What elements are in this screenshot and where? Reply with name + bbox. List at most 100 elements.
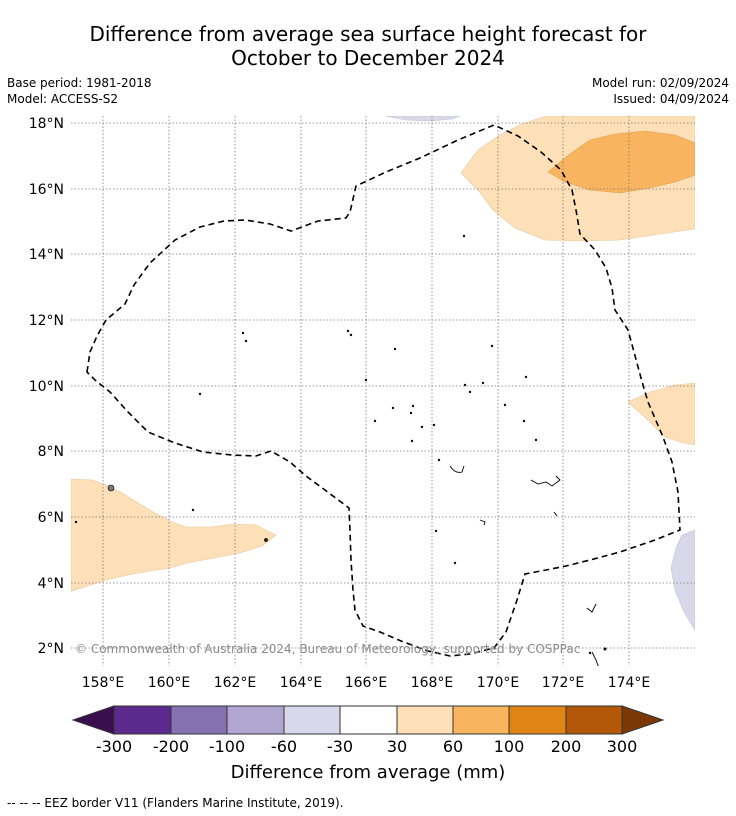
x-tick-label: 160°E xyxy=(148,675,191,691)
anomaly-positive-north-core xyxy=(547,130,695,194)
map-title: Difference from average sea surface heig… xyxy=(0,22,736,70)
anomaly-positive-east xyxy=(627,382,695,446)
atolls xyxy=(449,465,599,666)
island-speck xyxy=(191,508,195,512)
atoll xyxy=(479,519,486,526)
title-line-2: October to December 2024 xyxy=(231,46,505,70)
eez-border xyxy=(86,124,681,657)
copyright-notice: © Commonwealth of Australia 2024, Bureau… xyxy=(75,642,580,656)
x-tick-label: 162°E xyxy=(214,675,257,691)
island-speck xyxy=(373,419,377,423)
y-tick-label: 4°N xyxy=(38,576,64,592)
x-tick-label: 164°E xyxy=(280,675,323,691)
colorbar-tick-label: -300 xyxy=(96,737,132,756)
x-tick-label: 172°E xyxy=(542,675,585,691)
island-speck xyxy=(364,378,368,382)
island-speck xyxy=(432,423,436,427)
x-axis-labels: 158°E 160°E 162°E 164°E 166°E 168°E 170°… xyxy=(82,675,651,691)
meta-left: Base period: 1981-2018 Model: ACCESS-S2 xyxy=(7,75,152,107)
model-name: Model: ACCESS-S2 xyxy=(7,92,119,106)
x-tick-label: 158°E xyxy=(82,675,125,691)
island-speck xyxy=(437,458,441,462)
island-speck xyxy=(453,561,457,565)
island-speck xyxy=(74,520,78,524)
atoll xyxy=(449,465,465,473)
colorbar-title: Difference from average (mm) xyxy=(231,762,506,783)
legend-footnote: -- -- -- EEZ border V11 (Flanders Marine… xyxy=(7,796,344,810)
atoll xyxy=(586,603,597,613)
island-speck xyxy=(524,375,528,379)
island-speck xyxy=(534,438,538,442)
y-tick-label: 8°N xyxy=(38,444,64,460)
island-speck xyxy=(393,347,397,351)
colorbar-segment xyxy=(226,705,285,735)
island-speck xyxy=(588,651,592,655)
island-speck xyxy=(503,403,507,407)
colorbar xyxy=(71,705,665,735)
atoll xyxy=(530,475,561,487)
colorbar-segment xyxy=(565,705,623,735)
island-speck xyxy=(264,538,268,542)
gridlines xyxy=(71,116,695,666)
anomaly-positive-west xyxy=(71,478,277,592)
colorbar-tick-label: 100 xyxy=(494,737,525,756)
y-tick-label: 14°N xyxy=(29,247,64,263)
island-speck xyxy=(603,647,607,651)
colorbar-tick-label: 30 xyxy=(387,737,407,756)
colorbar-segment xyxy=(452,705,510,735)
y-tick-label: 16°N xyxy=(29,182,64,198)
colorbar-tick-label: 200 xyxy=(551,737,582,756)
x-tick-label: 174°E xyxy=(608,675,651,691)
y-tick-label: 2°N xyxy=(38,641,64,657)
colorbar-segment xyxy=(113,705,172,735)
island-speck xyxy=(463,383,467,387)
colorbar-segment xyxy=(396,705,454,735)
island-speck xyxy=(346,329,350,333)
colorbar-tick-label: -30 xyxy=(327,737,353,756)
colorbar-segment xyxy=(170,705,228,735)
island-speck xyxy=(409,411,413,415)
colorbar-segment xyxy=(283,705,341,735)
colorbar-ticks: -300 -200 -100 -60 -30 30 60 100 200 300 xyxy=(96,737,637,756)
y-tick-label: 6°N xyxy=(38,510,64,526)
island-speck xyxy=(522,419,526,423)
island-speck xyxy=(434,529,438,533)
anomaly-negative-southeast xyxy=(670,529,695,631)
atoll xyxy=(553,511,558,517)
colorbar-segment xyxy=(508,705,567,735)
island-speck xyxy=(481,381,485,385)
island-speck xyxy=(244,339,248,343)
island-speck xyxy=(411,404,415,408)
colorbar-tick-label: 60 xyxy=(443,737,463,756)
map-area: © Commonwealth of Australia 2024, Bureau… xyxy=(71,116,695,666)
colorbar-tick-label: -60 xyxy=(271,737,297,756)
colorbar-tick-label: -200 xyxy=(153,737,189,756)
island-speck xyxy=(198,392,202,396)
y-tick-label: 10°N xyxy=(29,379,64,395)
base-period: Base period: 1981-2018 xyxy=(7,76,152,90)
island-speck xyxy=(410,439,414,443)
island-speck xyxy=(462,234,466,238)
x-tick-label: 168°E xyxy=(411,675,454,691)
island-speck xyxy=(468,390,472,394)
colorbar-extend-high xyxy=(621,705,665,735)
meta-right: Model run: 02/09/2024 Issued: 04/09/2024 xyxy=(592,75,729,107)
y-tick-label: 18°N xyxy=(29,116,64,132)
x-tick-label: 166°E xyxy=(345,675,388,691)
island-kosrae xyxy=(107,484,115,492)
issued-date: Issued: 04/09/2024 xyxy=(613,92,729,106)
island-speck xyxy=(420,425,424,429)
colorbar-tick-label: 300 xyxy=(607,737,638,756)
anomaly-negative-north xyxy=(385,116,461,122)
island-speck xyxy=(490,344,494,348)
colorbar-segment xyxy=(339,705,398,735)
island-speck xyxy=(241,331,245,335)
islands xyxy=(74,234,607,655)
island-speck xyxy=(391,406,395,410)
colorbar-extend-low xyxy=(71,705,115,735)
atoll xyxy=(591,651,599,666)
y-tick-label: 12°N xyxy=(29,313,64,329)
colorbar-tick-label: -100 xyxy=(209,737,245,756)
model-run: Model run: 02/09/2024 xyxy=(591,76,729,90)
